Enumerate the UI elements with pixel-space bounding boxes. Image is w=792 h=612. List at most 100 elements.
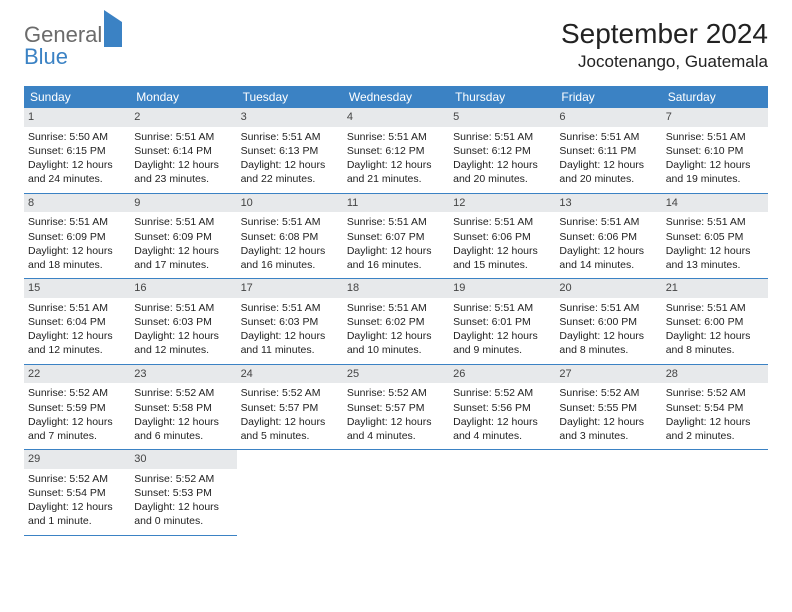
dow-saturday: Saturday [662, 86, 768, 108]
day-number: 27 [555, 365, 661, 384]
day-day1: Daylight: 12 hours [347, 244, 445, 258]
dow-monday: Monday [130, 86, 236, 108]
header: General Blue September 2024 Jocotenango,… [24, 18, 768, 72]
day-sunrise: Sunrise: 5:52 AM [241, 386, 339, 400]
day-sunset: Sunset: 6:00 PM [559, 315, 657, 329]
day-day2: and 11 minutes. [241, 343, 339, 357]
day-number: 10 [237, 194, 343, 213]
day-body: Sunrise: 5:51 AMSunset: 6:07 PMDaylight:… [347, 215, 445, 272]
day-cell [555, 450, 661, 536]
day-number: 7 [662, 108, 768, 127]
day-body: Sunrise: 5:51 AMSunset: 6:10 PMDaylight:… [666, 130, 764, 187]
calendar-table: Sunday Monday Tuesday Wednesday Thursday… [24, 86, 768, 536]
day-number: 1 [24, 108, 130, 127]
day-cell [662, 450, 768, 536]
logo-text: General Blue [24, 24, 122, 68]
day-sunrise: Sunrise: 5:52 AM [347, 386, 445, 400]
day-cell: 14Sunrise: 5:51 AMSunset: 6:05 PMDayligh… [662, 193, 768, 279]
day-sunrise: Sunrise: 5:51 AM [559, 130, 657, 144]
day-day1: Daylight: 12 hours [28, 244, 126, 258]
day-day1: Daylight: 12 hours [453, 158, 551, 172]
day-body: Sunrise: 5:52 AMSunset: 5:53 PMDaylight:… [134, 472, 232, 529]
day-sunset: Sunset: 5:57 PM [241, 401, 339, 415]
day-number: 21 [662, 279, 768, 298]
day-sunrise: Sunrise: 5:51 AM [241, 301, 339, 315]
day-body: Sunrise: 5:51 AMSunset: 6:02 PMDaylight:… [347, 301, 445, 358]
day-day1: Daylight: 12 hours [666, 244, 764, 258]
day-cell: 5Sunrise: 5:51 AMSunset: 6:12 PMDaylight… [449, 108, 555, 193]
day-body: Sunrise: 5:52 AMSunset: 5:56 PMDaylight:… [453, 386, 551, 443]
day-day2: and 22 minutes. [241, 172, 339, 186]
day-body: Sunrise: 5:52 AMSunset: 5:59 PMDaylight:… [28, 386, 126, 443]
day-sunrise: Sunrise: 5:51 AM [666, 301, 764, 315]
logo-word2: Blue [24, 44, 68, 69]
day-body: Sunrise: 5:51 AMSunset: 6:05 PMDaylight:… [666, 215, 764, 272]
day-day2: and 5 minutes. [241, 429, 339, 443]
day-sunrise: Sunrise: 5:51 AM [666, 215, 764, 229]
day-sunrise: Sunrise: 5:51 AM [453, 215, 551, 229]
day-number: 29 [24, 450, 130, 469]
day-number: 6 [555, 108, 661, 127]
day-sunset: Sunset: 6:04 PM [28, 315, 126, 329]
day-sunrise: Sunrise: 5:52 AM [134, 386, 232, 400]
dow-wednesday: Wednesday [343, 86, 449, 108]
day-sunrise: Sunrise: 5:51 AM [134, 301, 232, 315]
dow-sunday: Sunday [24, 86, 130, 108]
day-number: 19 [449, 279, 555, 298]
day-number: 8 [24, 194, 130, 213]
day-number: 30 [130, 450, 236, 469]
day-cell: 17Sunrise: 5:51 AMSunset: 6:03 PMDayligh… [237, 279, 343, 365]
day-day1: Daylight: 12 hours [666, 158, 764, 172]
day-number: 24 [237, 365, 343, 384]
day-day2: and 4 minutes. [347, 429, 445, 443]
day-day1: Daylight: 12 hours [134, 329, 232, 343]
day-cell: 15Sunrise: 5:51 AMSunset: 6:04 PMDayligh… [24, 279, 130, 365]
title-block: September 2024 Jocotenango, Guatemala [561, 18, 768, 72]
day-sunrise: Sunrise: 5:51 AM [28, 301, 126, 315]
week-row: 8Sunrise: 5:51 AMSunset: 6:09 PMDaylight… [24, 193, 768, 279]
day-number: 9 [130, 194, 236, 213]
day-sunset: Sunset: 6:03 PM [134, 315, 232, 329]
day-body: Sunrise: 5:51 AMSunset: 6:13 PMDaylight:… [241, 130, 339, 187]
day-number: 23 [130, 365, 236, 384]
day-body: Sunrise: 5:51 AMSunset: 6:03 PMDaylight:… [241, 301, 339, 358]
day-sunset: Sunset: 5:58 PM [134, 401, 232, 415]
day-day1: Daylight: 12 hours [347, 415, 445, 429]
day-number: 22 [24, 365, 130, 384]
day-body: Sunrise: 5:51 AMSunset: 6:09 PMDaylight:… [28, 215, 126, 272]
day-cell: 28Sunrise: 5:52 AMSunset: 5:54 PMDayligh… [662, 364, 768, 450]
day-day2: and 6 minutes. [134, 429, 232, 443]
day-body: Sunrise: 5:51 AMSunset: 6:12 PMDaylight:… [347, 130, 445, 187]
day-day1: Daylight: 12 hours [134, 158, 232, 172]
day-day2: and 0 minutes. [134, 514, 232, 528]
day-number: 18 [343, 279, 449, 298]
day-sunrise: Sunrise: 5:51 AM [559, 215, 657, 229]
day-cell: 22 Sunrise: 5:52 AMSunset: 5:59 PMDayligh… [24, 364, 130, 450]
logo-mark-icon [104, 10, 122, 47]
day-body: Sunrise: 5:51 AMSunset: 6:08 PMDaylight:… [241, 215, 339, 272]
day-body: Sunrise: 5:51 AMSunset: 6:09 PMDaylight:… [134, 215, 232, 272]
day-sunset: Sunset: 6:08 PM [241, 230, 339, 244]
day-sunset: Sunset: 6:09 PM [28, 230, 126, 244]
day-sunrise: Sunrise: 5:51 AM [241, 215, 339, 229]
day-sunset: Sunset: 6:01 PM [453, 315, 551, 329]
day-sunrise: Sunrise: 5:51 AM [453, 301, 551, 315]
day-sunset: Sunset: 6:06 PM [559, 230, 657, 244]
day-day2: and 4 minutes. [453, 429, 551, 443]
day-body: Sunrise: 5:52 AMSunset: 5:57 PMDaylight:… [347, 386, 445, 443]
day-cell [343, 450, 449, 536]
day-sunset: Sunset: 6:00 PM [666, 315, 764, 329]
day-sunset: Sunset: 6:12 PM [347, 144, 445, 158]
day-cell: 16Sunrise: 5:51 AMSunset: 6:03 PMDayligh… [130, 279, 236, 365]
week-row: 29Sunrise: 5:52 AMSunset: 5:54 PMDayligh… [24, 450, 768, 536]
day-body: Sunrise: 5:52 AMSunset: 5:58 PMDaylight:… [134, 386, 232, 443]
day-sunrise: Sunrise: 5:52 AM [28, 472, 126, 486]
day-day1: Daylight: 12 hours [666, 415, 764, 429]
day-day1: Daylight: 12 hours [559, 329, 657, 343]
day-sunrise: Sunrise: 5:51 AM [453, 130, 551, 144]
day-day2: and 16 minutes. [347, 258, 445, 272]
day-cell: 26Sunrise: 5:52 AMSunset: 5:56 PMDayligh… [449, 364, 555, 450]
day-day1: Daylight: 12 hours [347, 158, 445, 172]
day-cell: 25Sunrise: 5:52 AMSunset: 5:57 PMDayligh… [343, 364, 449, 450]
day-sunset: Sunset: 6:14 PM [134, 144, 232, 158]
